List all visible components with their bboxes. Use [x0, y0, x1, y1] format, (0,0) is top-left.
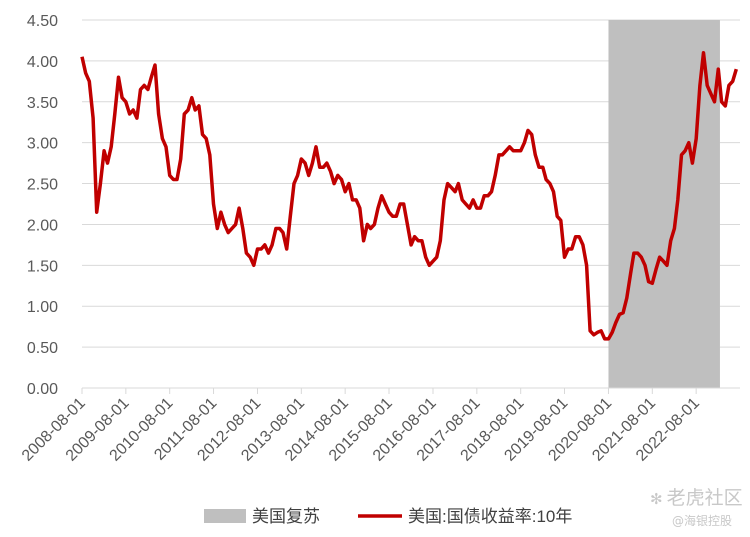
- series-lines: [80, 50, 738, 341]
- legend-label-shaded-region: 美国复苏: [252, 507, 320, 526]
- legend-swatch-shaded-region: [204, 509, 246, 523]
- shaded-region: [608, 20, 720, 388]
- y-tick-label: 2.00: [27, 217, 58, 234]
- y-tick-label: 1.00: [27, 299, 58, 316]
- y-tick-label: 4.00: [27, 54, 58, 71]
- watermark-user: @海银控股: [672, 514, 733, 528]
- shaded-region-rect: [608, 20, 720, 388]
- watermark-brand: 老虎社区: [666, 487, 743, 509]
- y-tick-label: 3.00: [27, 136, 58, 153]
- y-tick-label: 0.00: [27, 381, 58, 398]
- y-tick-label: 4.50: [27, 13, 58, 30]
- legend: 美国复苏 美国:国债收益率:10年: [204, 507, 572, 526]
- y-tick-label: 2.50: [27, 177, 58, 194]
- watermark: ✻ 老虎社区: [650, 483, 743, 510]
- series-line: [80, 50, 738, 341]
- x-axis-ticks: 2008-08-012009-08-012010-08-012011-08-01…: [19, 388, 703, 465]
- watermark-logo-icon: ✻: [650, 490, 663, 508]
- y-tick-label: 0.50: [27, 340, 58, 357]
- y-tick-label: 3.50: [27, 95, 58, 112]
- legend-label-series: 美国:国债收益率:10年: [408, 507, 572, 526]
- y-tick-label: 1.50: [27, 258, 58, 275]
- y-axis-ticks: 0.00 0.50 1.00 1.50 2.00 2.50 3.00 3.50 4.00 4.50: [27, 13, 58, 398]
